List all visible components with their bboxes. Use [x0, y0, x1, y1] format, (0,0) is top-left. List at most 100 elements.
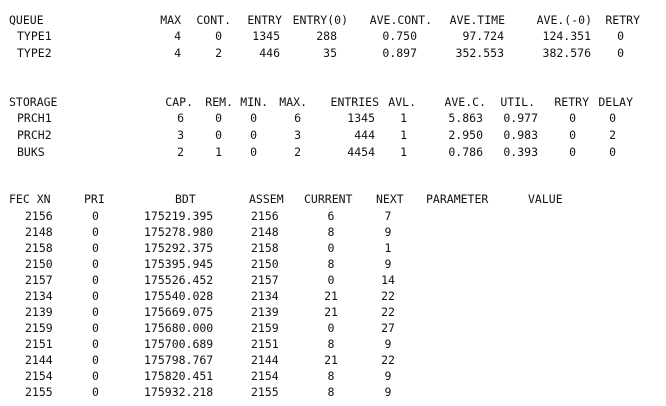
fec-cell: 175798.767: [144, 353, 214, 367]
fec-cell: 2156: [251, 209, 279, 223]
fec-cell: 0: [92, 225, 99, 239]
queue-cell: 288: [316, 29, 337, 43]
fec-cell: 9: [384, 369, 392, 383]
storage-cell: 3: [177, 128, 184, 142]
queue-cell: 4: [174, 29, 181, 43]
storage-cell: 2: [177, 145, 184, 159]
queue-cell: 0: [215, 29, 222, 43]
storage-header-delay: DELAY: [598, 95, 633, 109]
queue-header-ave-time: AVE.TIME: [449, 13, 505, 27]
fec-cell: 6: [327, 209, 335, 223]
storage-cell: 0: [609, 145, 616, 159]
fec-cell: 2148: [25, 225, 53, 239]
fec-cell: 8: [327, 369, 335, 383]
fec-cell: 0: [92, 257, 99, 271]
fec-cell: 0: [92, 289, 99, 303]
fec-cell: 175219.395: [144, 209, 214, 223]
queue-cell: 124.351: [542, 29, 591, 43]
fec-cell: 175526.452: [144, 273, 214, 287]
storage-cell: 6: [294, 111, 301, 125]
fec-cell: 0: [327, 321, 335, 335]
storage-cell: 0: [569, 111, 576, 125]
storage-cell: 0: [250, 111, 257, 125]
storage-cell: 0: [569, 128, 576, 142]
queue-header-max: MAX: [160, 13, 181, 27]
fec-cell: 14: [381, 273, 395, 287]
storage-header-ave-c: AVE.C.: [444, 95, 486, 109]
queue-header-ave-0: AVE.(-0): [536, 13, 592, 27]
fec-cell: 2159: [251, 321, 279, 335]
fec-cell: 2134: [251, 289, 279, 303]
queue-header-cont: CONT.: [196, 13, 231, 27]
queue-cell: 35: [323, 46, 337, 60]
fec-cell: 2155: [25, 385, 53, 399]
fec-cell: 2158: [25, 241, 53, 255]
fec-cell: 2159: [25, 321, 53, 335]
storage-cell: 3: [294, 128, 301, 142]
storage-cell: 1: [215, 145, 222, 159]
storage-cell: 0.977: [503, 111, 538, 125]
fec-cell: 2144: [251, 353, 279, 367]
fec-cell: 2134: [25, 289, 53, 303]
fec-cell: 2155: [251, 385, 279, 399]
storage-cell: 0.393: [503, 145, 538, 159]
fec-cell: 2154: [251, 369, 279, 383]
fec-cell: 21: [324, 289, 338, 303]
storage-cell: 0: [250, 145, 257, 159]
storage-header-entries: ENTRIES: [330, 95, 379, 109]
fec-cell: 22: [381, 353, 395, 367]
fec-cell: 2156: [25, 209, 53, 223]
fec-cell: 0: [92, 305, 99, 319]
fec-cell: 2150: [25, 257, 53, 271]
fec-cell: 0: [92, 321, 99, 335]
queue-header-queue: QUEUE: [9, 13, 44, 27]
storage-cell: PRCH2: [17, 128, 52, 142]
fec-cell: 0: [92, 209, 99, 223]
storage-header-storage: STORAGE: [9, 95, 58, 109]
storage-cell: 0.983: [503, 128, 538, 142]
fec-header-value: VALUE: [528, 192, 563, 206]
fec-cell: 2157: [251, 273, 279, 287]
fec-header-assem: ASSEM: [249, 192, 284, 206]
fec-cell: 8: [327, 385, 335, 399]
storage-cell: 2: [609, 128, 616, 142]
fec-cell: 175932.218: [144, 385, 214, 399]
fec-cell: 0: [92, 353, 99, 367]
queue-header-entry: ENTRY: [247, 13, 282, 27]
fec-cell: 175680.000: [144, 321, 214, 335]
fec-header-parameter: PARAMETER: [426, 192, 489, 206]
queue-cell: 0: [617, 29, 624, 43]
storage-cell: 0: [250, 128, 257, 142]
fec-cell: 21: [324, 353, 338, 367]
queue-cell: 2: [215, 46, 222, 60]
fec-cell: 2154: [25, 369, 53, 383]
storage-cell: 6: [177, 111, 184, 125]
queue-cell: TYPE2: [17, 46, 52, 60]
fec-cell: 2151: [251, 337, 279, 351]
fec-cell: 175395.945: [144, 257, 214, 271]
storage-cell: 2: [294, 145, 301, 159]
fec-cell: 22: [381, 305, 395, 319]
fec-cell: 8: [327, 257, 335, 271]
queue-header-entry-0: ENTRY(0): [292, 13, 348, 27]
fec-cell: 2151: [25, 337, 53, 351]
fec-cell: 2157: [25, 273, 53, 287]
queue-cell: 446: [259, 46, 280, 60]
fec-cell: 2144: [25, 353, 53, 367]
storage-header-util: UTIL.: [500, 95, 535, 109]
queue-cell: TYPE1: [17, 29, 52, 43]
fec-cell: 175669.075: [144, 305, 214, 319]
queue-cell: 352.553: [455, 46, 504, 60]
queue-cell: 0.897: [382, 46, 417, 60]
storage-cell: 0: [569, 145, 576, 159]
fec-cell: 175820.451: [144, 369, 214, 383]
fec-header-pri: PRI: [84, 192, 105, 206]
fec-header-current: CURRENT: [304, 192, 353, 206]
queue-header-retry: RETRY: [605, 13, 640, 27]
storage-header-rem: REM.: [205, 95, 233, 109]
queue-header-ave-cont: AVE.CONT.: [369, 13, 432, 27]
storage-cell: 0: [609, 111, 616, 125]
storage-cell: 5.863: [448, 111, 483, 125]
queue-cell: 0: [617, 46, 624, 60]
